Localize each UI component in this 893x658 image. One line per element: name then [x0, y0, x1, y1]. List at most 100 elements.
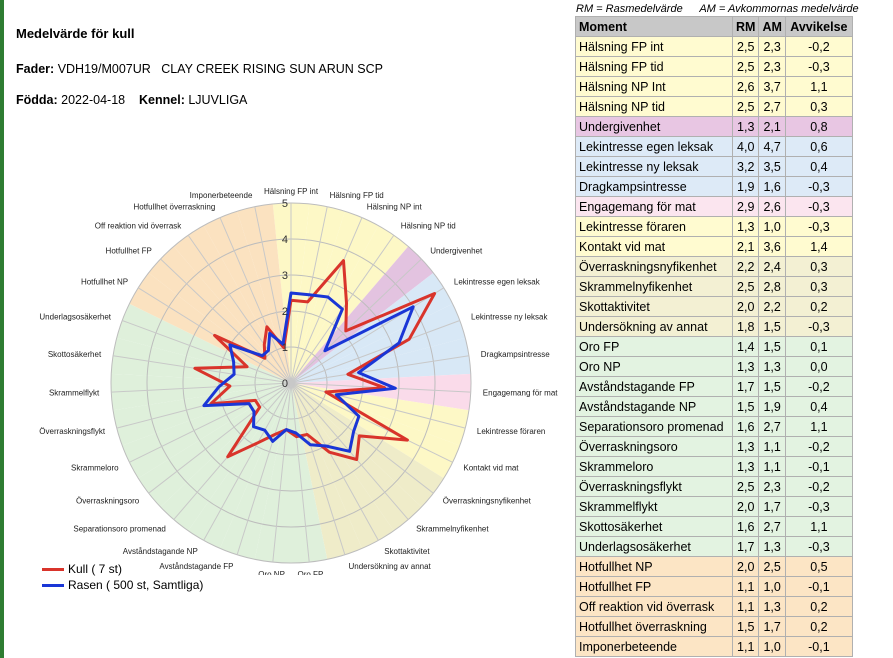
- am-cell: 2,7: [758, 416, 786, 437]
- axis-label: Hälsning NP int: [367, 203, 423, 212]
- avvikelse-cell: -0,2: [784, 436, 853, 457]
- table-row: Off reaktion vid överrask 1,1 1,3 0,2: [575, 596, 853, 617]
- table-row: Oro FP 1,4 1,5 0,1: [575, 336, 853, 357]
- r-tick-label: 5: [282, 198, 288, 210]
- table-row: Undergivenhet 1,3 2,1 0,8: [575, 116, 853, 137]
- sector-orange: [129, 272, 291, 383]
- header-moment: Moment: [575, 16, 733, 37]
- grid-spoke: [290, 287, 445, 384]
- table-row: Skottosäkerhet 1,6 2,7 1,1: [575, 516, 853, 537]
- avvikelse-cell: 0,3: [784, 256, 853, 277]
- rm-cell: 2,5: [731, 276, 760, 297]
- table-row: Lekintresse egen leksak 4,0 4,7 0,6: [575, 136, 853, 157]
- am-cell: 2,3: [758, 36, 786, 57]
- axis-label: Separationsoro promenad: [73, 525, 166, 534]
- moment-cell: Imponerbeteende: [575, 636, 733, 657]
- table-row: Underlagsosäkerhet 1,7 1,3 -0,3: [575, 536, 853, 557]
- moment-cell: Dragkampsintresse: [575, 176, 733, 197]
- sector-blue: [291, 337, 471, 383]
- rm-cell: 1,4: [731, 336, 760, 357]
- legend-item-kull: Kull ( 7 st): [42, 561, 203, 577]
- chart-legend: Kull ( 7 st) Rasen ( 500 st, Samtliga): [42, 561, 203, 593]
- moment-cell: Engagemang för mat: [575, 196, 733, 217]
- grid-spoke: [290, 258, 422, 384]
- am-cell: 2,3: [758, 476, 786, 497]
- series-rasen-line: [202, 291, 415, 453]
- header-am: AM: [758, 16, 786, 37]
- am-cell: 1,7: [758, 496, 786, 517]
- rm-cell: 2,5: [731, 56, 760, 77]
- am-note: AM = Avkommornas medelvärde: [699, 3, 859, 15]
- fodda-label: Födda:: [16, 93, 58, 107]
- avvikelse-cell: -0,2: [784, 376, 853, 397]
- rm-cell: 1,1: [731, 576, 760, 597]
- sector-green: [111, 337, 292, 383]
- avvikelse-cell: 0,8: [784, 116, 853, 137]
- legend-item-rasen: Rasen ( 500 st, Samtliga): [42, 577, 203, 593]
- legend-label-kull: Kull ( 7 st): [68, 562, 123, 576]
- avvikelse-cell: -0,3: [784, 56, 853, 77]
- moment-cell: Lekintresse ny leksak: [575, 156, 733, 177]
- rm-cell: 2,0: [731, 556, 760, 577]
- table-body: Hälsning FP int 2,5 2,3 -0,2 Hälsning FP tid…: [575, 36, 853, 657]
- rm-note: RM = Rasmedelvärde: [576, 3, 683, 15]
- moment-cell: Hotfullhet NP: [575, 556, 733, 577]
- grid-spoke: [148, 382, 292, 494]
- avvikelse-cell: -0,1: [784, 576, 853, 597]
- am-cell: 2,5: [758, 556, 786, 577]
- avvikelse-cell: 0,4: [784, 156, 853, 177]
- sector-green: [188, 383, 291, 549]
- grid-spoke: [272, 382, 292, 563]
- rm-cell: 1,7: [731, 536, 760, 557]
- moment-cell: Hotfullhet FP: [575, 576, 733, 597]
- axis-label: Lekintresse ny leksak: [471, 312, 548, 321]
- table-row: Lekintresse föraren 1,3 1,0 -0,3: [575, 216, 853, 237]
- sector-yellow: [291, 225, 409, 383]
- moment-cell: Skrammelnyfikenhet: [575, 276, 733, 297]
- fader-label: Fader:: [16, 62, 55, 76]
- table-row: Dragkampsintresse 1,9 1,6 -0,3: [575, 176, 853, 197]
- rm-cell: 2,1: [731, 236, 760, 257]
- axis-label: Dragkampsintresse: [481, 350, 550, 359]
- am-cell: 1,0: [758, 216, 786, 237]
- am-cell: 1,6: [758, 176, 786, 197]
- sector-pink: [291, 373, 471, 411]
- results-table-wrap: Moment RM AM Avvikelse Hälsning FP int 2,…: [575, 16, 853, 657]
- axis-label: Oro FP: [298, 570, 324, 575]
- sector-green: [110, 373, 291, 411]
- am-cell: 1,5: [758, 336, 786, 357]
- sector-olive: [291, 383, 444, 508]
- moment-cell: Underlagsosäkerhet: [575, 536, 733, 557]
- grid-spoke: [129, 382, 292, 463]
- am-cell: 1,3: [758, 536, 786, 557]
- grid-spoke: [254, 206, 292, 384]
- axis-label: Lekintresse egen leksak: [454, 277, 541, 286]
- table-row: Hälsning FP int 2,5 2,3 -0,2: [575, 36, 853, 57]
- grid-spoke: [290, 217, 363, 384]
- table-row: Skottaktivitet 2,0 2,2 0,2: [575, 296, 853, 317]
- rm-cell: 2,2: [731, 256, 760, 277]
- avvikelse-cell: -0,2: [784, 476, 853, 497]
- fodda-line: Födda: 2022-04-18 Kennel: LJUVLIGA: [16, 93, 247, 107]
- avvikelse-cell: -0,3: [784, 176, 853, 197]
- am-cell: 1,3: [758, 596, 786, 617]
- axis-label: Hälsning FP tid: [330, 191, 384, 200]
- am-cell: 1,0: [758, 636, 786, 657]
- r-tick-label: 1: [282, 342, 288, 354]
- legend-label-rasen: Rasen ( 500 st, Samtliga): [68, 578, 204, 592]
- moment-cell: Hälsning NP tid: [575, 96, 733, 117]
- moment-cell: Undersökning av annat: [575, 316, 733, 337]
- rm-cell: 1,7: [731, 376, 760, 397]
- grid-spoke: [236, 382, 292, 555]
- rm-cell: 1,3: [731, 436, 760, 457]
- sector-green: [220, 383, 291, 560]
- axis-label: Avståndstagande FP: [159, 562, 233, 571]
- am-cell: 1,0: [758, 576, 786, 597]
- r-tick-label: 4: [282, 234, 288, 246]
- table-row: Imponerbeteende 1,1 1,0 -0,1: [575, 636, 853, 657]
- axis-label: Överraskningsoro: [76, 497, 140, 506]
- moment-cell: Oro FP: [575, 336, 733, 357]
- r-tick-label: 2: [282, 306, 288, 318]
- sector-olive: [291, 383, 394, 549]
- avvikelse-cell: 0,4: [784, 396, 853, 417]
